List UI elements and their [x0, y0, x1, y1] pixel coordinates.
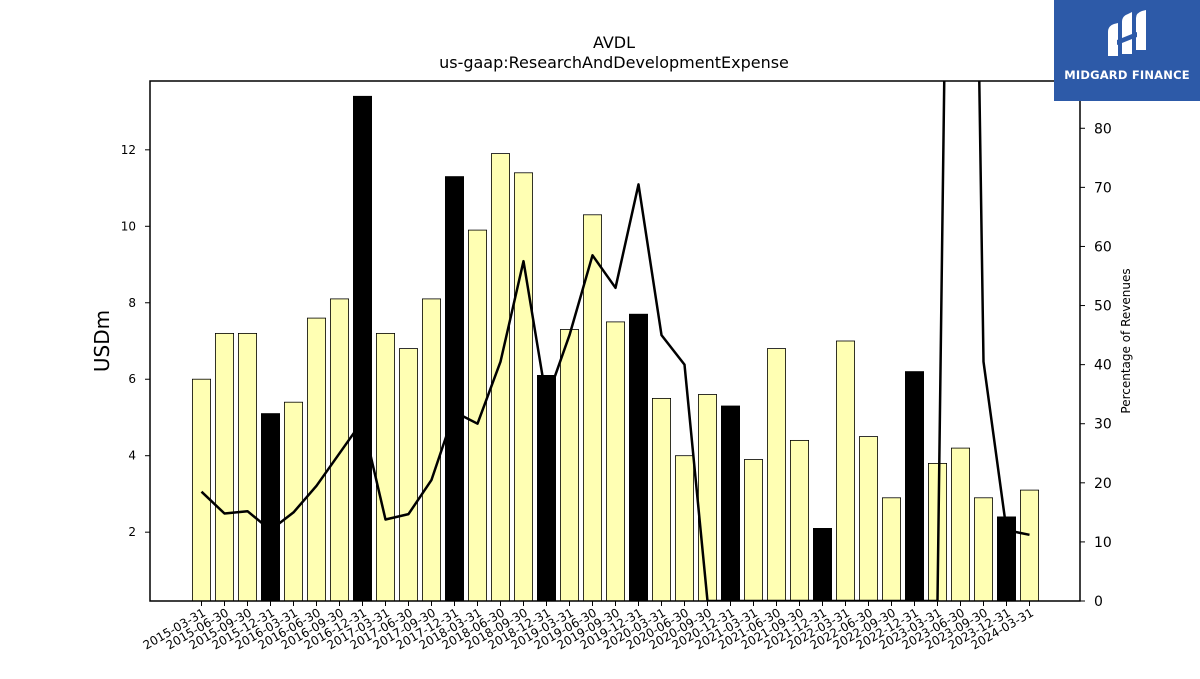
y2-tick-label: 0: [1094, 594, 1103, 610]
y2-tick-label: 30: [1094, 417, 1112, 433]
y2-tick-label: 10: [1094, 535, 1112, 551]
y2-tick-label: 80: [1094, 121, 1112, 137]
bar: [836, 340, 856, 602]
y-tick-label: 6: [128, 372, 136, 386]
bar: [1020, 489, 1040, 602]
bar: [514, 172, 534, 602]
bar: [790, 439, 810, 602]
y-tick-label: 10: [121, 219, 136, 233]
bar: [744, 459, 764, 602]
logo-text: MIDGARD FINANCE: [1064, 68, 1190, 82]
bar: [583, 214, 603, 602]
bar: [675, 455, 695, 602]
y-axis-left: 2 4 6 8 10 12: [121, 143, 150, 539]
series-line: [200, 81, 1030, 601]
midgard-finance-logo: MIDGARD FINANCE: [1054, 0, 1200, 101]
y-tick-label: 4: [128, 449, 136, 463]
x-axis: 2015-03-312015-06-302015-09-302015-12-31…: [141, 601, 1036, 652]
bar: [467, 229, 487, 602]
bar: [283, 401, 303, 602]
line-group: [200, 81, 1030, 601]
y2-tick-label: 20: [1094, 476, 1112, 492]
midgard-logo-icon: [1108, 10, 1146, 56]
bar: [882, 497, 902, 602]
bar: [813, 528, 833, 602]
y2-tick-label: 50: [1094, 299, 1112, 315]
bar: [767, 348, 787, 602]
bars-group: [191, 95, 1040, 602]
y2-axis-label: Percentage of Revenues: [1119, 268, 1133, 413]
chart-title: AVDL: [593, 33, 635, 52]
bar: [652, 397, 672, 602]
bar: [398, 348, 418, 602]
bar: [191, 378, 211, 602]
y2-tick-label: 70: [1094, 180, 1112, 196]
bar: [421, 298, 441, 602]
y-tick-label: 2: [128, 525, 136, 539]
y2-tick-label: 60: [1094, 239, 1112, 255]
bar: [375, 332, 395, 602]
bar: [698, 394, 718, 602]
bar: [606, 321, 626, 602]
bar: [629, 313, 649, 602]
bar: [951, 447, 971, 602]
bar: [537, 374, 557, 602]
bar: [237, 332, 257, 602]
y-tick-label: 8: [128, 296, 136, 310]
bar: [260, 413, 280, 602]
y-axis-label: USDm: [90, 310, 114, 372]
bar: [560, 329, 580, 602]
y2-tick-label: 40: [1094, 358, 1112, 374]
bar: [214, 332, 234, 602]
bar: [352, 95, 372, 602]
bar: [974, 497, 994, 602]
y-tick-label: 12: [121, 143, 136, 157]
bar: [306, 317, 326, 602]
y-axis-right: 0 10 20 30 40 50 60 70 80: [1080, 121, 1112, 610]
bar: [859, 436, 879, 602]
bar: [721, 405, 741, 602]
bar: [905, 371, 925, 602]
bar: [444, 176, 464, 602]
bar: [329, 298, 349, 602]
chart-subtitle: us-gaap:ResearchAndDevelopmentExpense: [439, 53, 789, 72]
